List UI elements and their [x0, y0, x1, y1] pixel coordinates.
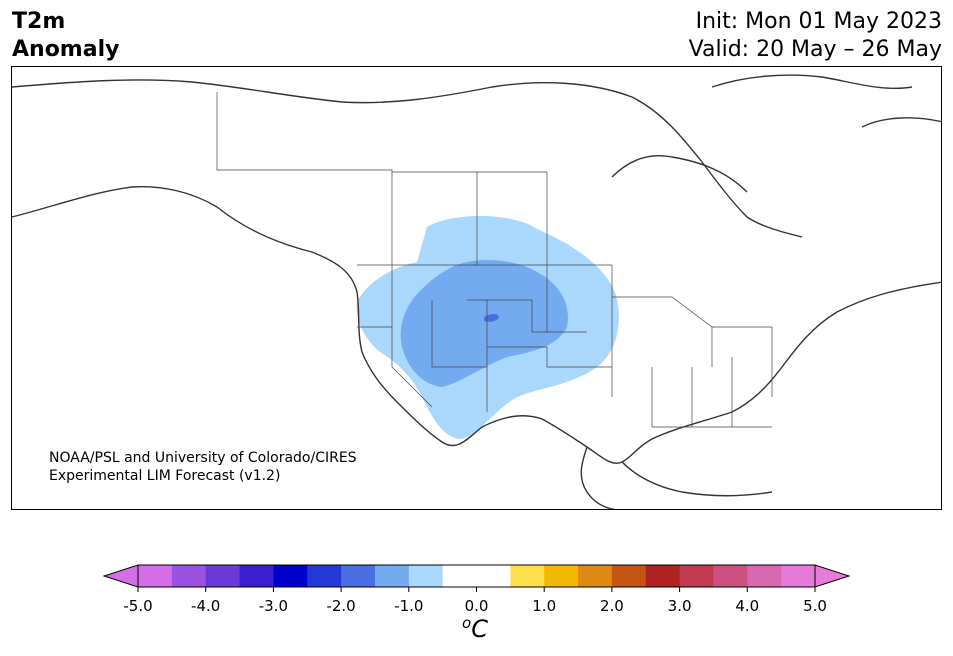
credit-line-1: NOAA/PSL and University of Colorado/CIRE… [49, 450, 357, 466]
colorbar-tick-label: 0.0 [464, 597, 489, 615]
map-title: T2m Anomaly [12, 8, 119, 64]
colorbar-swatch [239, 565, 274, 587]
unit-letter: C [471, 615, 488, 643]
anomaly-shading [356, 215, 619, 439]
colorbar-swatch [578, 565, 613, 587]
colorbar-swatch [273, 565, 308, 587]
colorbar-swatch [341, 565, 376, 587]
colorbar-swatch [138, 565, 173, 587]
colorbar-over-arrow [814, 564, 851, 588]
colorbar-tick-label: -5.0 [123, 597, 153, 615]
colorbar-swatch [679, 565, 714, 587]
colorbar-swatch [476, 565, 511, 587]
colorbar-tick-label: -1.0 [394, 597, 424, 615]
coastlines [12, 74, 941, 509]
colorbar-swatch [205, 565, 241, 587]
colorbar-swatch [307, 565, 342, 587]
colorbar-border [137, 564, 816, 588]
colorbar-tick-label: -3.0 [258, 597, 289, 615]
political-boundaries [216, 92, 773, 428]
field-label: Anomaly [12, 37, 120, 62]
anomaly-region-strong [484, 314, 499, 322]
colorbar-swatch [408, 565, 444, 587]
colorbar-swatch [544, 565, 579, 587]
unit-degree: o [462, 614, 472, 632]
colorbar-swatch [442, 565, 477, 587]
colorbar-tick-label: 2.0 [599, 597, 624, 615]
colorbar-swatch [611, 565, 647, 587]
colorbar-under-arrow [102, 564, 139, 588]
colorbar-swatch [781, 565, 816, 587]
colorbar-tick-label: 3.0 [667, 597, 692, 615]
colorbar-tick-label: 4.0 [735, 597, 760, 615]
colorbar-swatch [374, 565, 410, 587]
init-date: Init: Mon 01 May 2023 [695, 9, 942, 34]
credit-text: NOAA/PSL and University of Colorado/CIRE… [49, 449, 357, 485]
credit-line-2: Experimental LIM Forecast (v1.2) [49, 468, 281, 484]
map-canvas [12, 74, 941, 509]
variable-label: T2m [12, 9, 66, 34]
colorbar-tick-label: -2.0 [326, 597, 356, 615]
colorbar-swatch [645, 565, 681, 587]
colorbar-swatch [510, 565, 545, 587]
colorbar-swatch [747, 565, 782, 587]
date-info: Init: Mon 01 May 2023 Valid: 20 May – 26… [689, 8, 942, 64]
colorbar-tick-label: 5.0 [803, 597, 827, 615]
anomaly-region-medium [400, 260, 568, 387]
valid-range: Valid: 20 May – 26 May [688, 37, 942, 62]
colorbar-unit: oC [462, 614, 488, 643]
colorbar-tick-label: 1.0 [532, 597, 557, 615]
colorbar-tick-label: -4.0 [191, 597, 221, 615]
colorbar-swatch [171, 565, 207, 587]
map-panel [11, 66, 942, 510]
colorbar-swatch [713, 565, 748, 587]
